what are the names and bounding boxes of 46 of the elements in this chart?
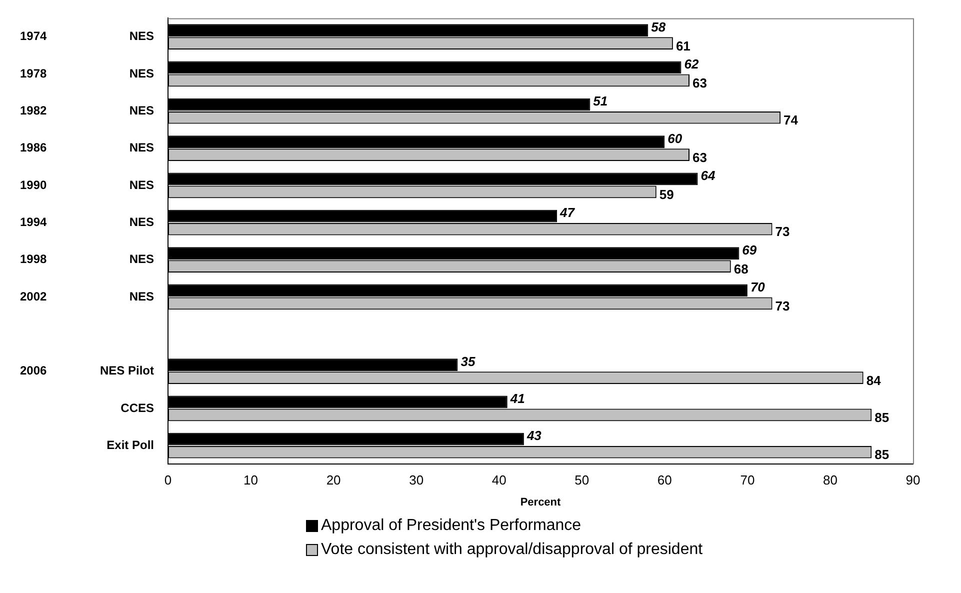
- data-label: 85: [874, 410, 890, 426]
- x-tick-label: 0: [164, 472, 172, 488]
- x-tick-label: 20: [326, 472, 341, 488]
- x-tick-label: 50: [574, 472, 590, 488]
- data-label: 68: [734, 261, 748, 276]
- data-label: 35: [460, 354, 476, 369]
- data-label: 51: [593, 94, 608, 109]
- data-label: 84: [866, 372, 882, 388]
- y-tick-label: Exit Poll: [106, 438, 154, 452]
- x-tick-label: 10: [244, 472, 258, 488]
- data-label: 63: [692, 76, 707, 91]
- data-label: 60: [668, 130, 683, 146]
- data-label: 43: [526, 428, 542, 444]
- data-label: 64: [700, 168, 716, 184]
- x-tick-label: 60: [657, 472, 672, 488]
- data-label: 61: [676, 38, 690, 54]
- x-tick-label: 90: [906, 472, 920, 488]
- category-label: 1982 NES: [20, 103, 154, 118]
- category-label: 2006 NES Pilot: [20, 364, 154, 378]
- legend-label: Vote consistent with approval/disapproval of president: [321, 541, 703, 559]
- category-label: 1990 NES: [20, 178, 154, 192]
- category-label: 1986 NES: [20, 140, 154, 155]
- category-label: 1978 NES: [20, 66, 154, 80]
- legend-label: Approval of President's Performance: [321, 517, 582, 535]
- x-tick-label: 70: [740, 472, 755, 488]
- data-label: 62: [684, 56, 700, 72]
- data-label: 74: [784, 112, 799, 128]
- data-label: 47: [559, 205, 576, 220]
- x-tick-label: 30: [409, 472, 424, 488]
- x-axis-title: Percent: [520, 496, 562, 508]
- category-label: 1994 NES: [20, 214, 154, 229]
- data-label: 73: [775, 224, 790, 240]
- y-tick-label: CCES: [120, 400, 154, 415]
- data-label: 41: [509, 391, 525, 406]
- x-tick-label: 80: [822, 472, 838, 488]
- data-label: 63: [692, 150, 707, 165]
- data-label: 69: [742, 242, 758, 258]
- category-label: 1998 NES: [20, 252, 154, 266]
- data-label: 58: [651, 19, 666, 34]
- data-label: 85: [874, 447, 890, 462]
- category-label: 2002 NES: [20, 289, 154, 304]
- data-label: 59: [659, 187, 674, 202]
- data-label: 73: [775, 298, 790, 314]
- data-label: 70: [750, 280, 766, 295]
- x-tick-label: 40: [492, 472, 506, 488]
- category-label: 1974 NES: [20, 29, 154, 44]
